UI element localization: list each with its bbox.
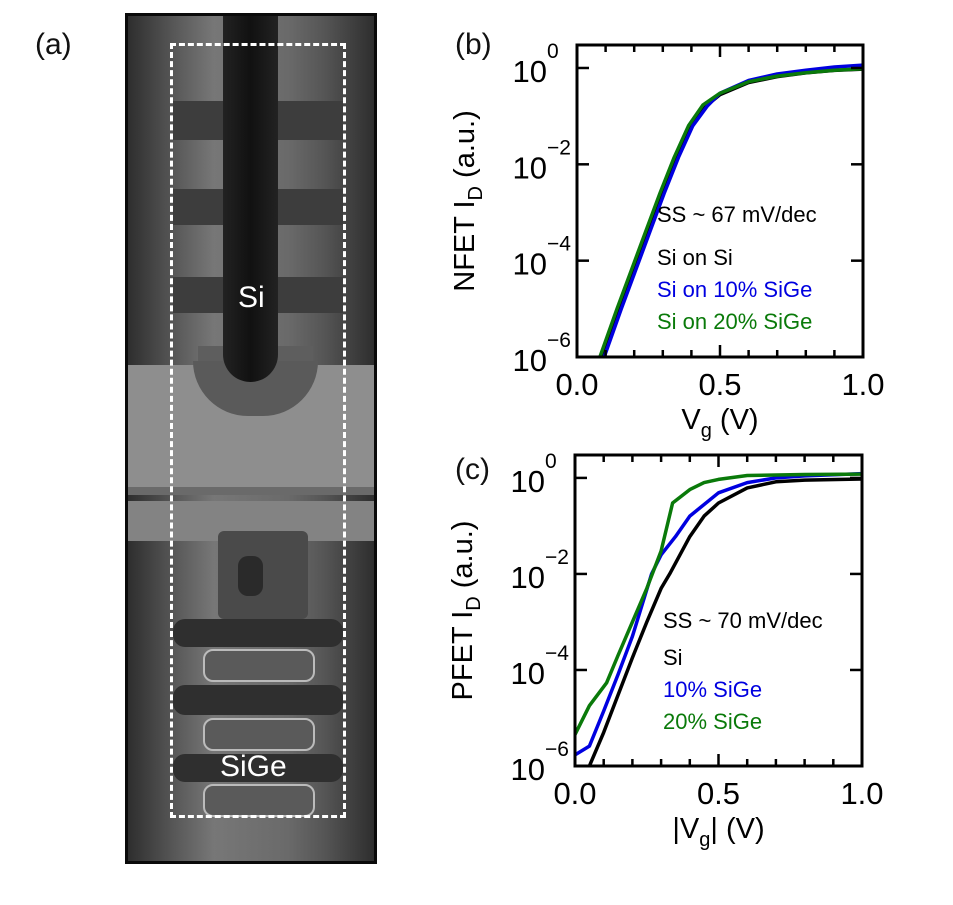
y-tick-label: 10	[513, 343, 547, 378]
y-tick-exponent: 0	[547, 40, 559, 63]
series-line-si-on-20-sige	[598, 67, 863, 357]
y-label-main: PFET I	[447, 611, 479, 701]
x-tick-label: 0.5	[698, 367, 741, 402]
y-tick-exponent: −6	[547, 329, 571, 352]
x-tick-label: 0.5	[697, 776, 740, 811]
y-tick-label: 10	[511, 464, 545, 499]
y-label-tail: (a.u.)	[447, 521, 479, 597]
y-label-main: NFET I	[449, 200, 481, 291]
y-tick-label: 10	[511, 656, 545, 691]
y-tick-label: 10	[513, 150, 547, 185]
panel-a-label: (a)	[35, 28, 72, 61]
legend-entry: Si	[663, 645, 683, 670]
legend-entry: Si on Si	[657, 245, 733, 270]
y-label-tail: (a.u.)	[449, 110, 481, 186]
ss-annotation: SS ~ 67 mV/dec	[657, 202, 817, 227]
y-tick-exponent: −4	[547, 233, 571, 256]
highlight-dashed-box	[170, 43, 346, 818]
ss-annotation: SS ~ 70 mV/dec	[663, 608, 823, 633]
y-tick-label: 10	[511, 560, 545, 595]
x-label-tail: (V)	[712, 404, 759, 436]
y-tick-label: 10	[511, 752, 545, 787]
x-label-sub: g	[701, 420, 712, 442]
x-tick-label: 1.0	[841, 367, 884, 402]
legend-entry: Si on 20% SiGe	[657, 309, 812, 334]
x-label-tail: | (V)	[710, 813, 764, 845]
panel-c-label: (c)	[455, 453, 490, 486]
y-tick-exponent: −4	[545, 642, 569, 665]
panel-b-label: (b)	[455, 28, 492, 61]
series-line-si-on-10-sige	[602, 63, 863, 357]
x-tick-label: 1.0	[840, 776, 883, 811]
region-label-sige: SiGe	[220, 750, 287, 783]
y-label-sub: D	[463, 596, 485, 610]
x-axis-label: |Vg| (V)	[672, 813, 764, 851]
y-axis-label: NFET ID (a.u.)	[449, 110, 487, 292]
y-tick-exponent: −2	[545, 546, 569, 569]
series-line-20-sige	[575, 472, 862, 736]
x-tick-label: 0.0	[555, 367, 598, 402]
y-tick-label: 10	[513, 247, 547, 282]
region-label-si: Si	[238, 281, 265, 314]
series-line-10-sige	[575, 471, 862, 757]
legend-entry: 20% SiGe	[663, 709, 762, 734]
y-tick-label: 10	[513, 54, 547, 89]
legend-entry: Si on 10% SiGe	[657, 277, 812, 302]
tem-micrograph: Si SiGe	[125, 13, 377, 864]
y-tick-exponent: −6	[545, 738, 569, 761]
x-axis-label: Vg (V)	[681, 404, 758, 442]
x-label-sub: g	[699, 829, 710, 851]
y-axis-label: PFET ID (a.u.)	[447, 521, 485, 701]
y-tick-exponent: −2	[547, 136, 571, 159]
legend-entry: 10% SiGe	[663, 677, 762, 702]
x-label-main: V	[681, 404, 701, 436]
series-line-si	[587, 477, 862, 766]
x-tick-label: 0.0	[553, 776, 596, 811]
x-label-main: |V	[672, 813, 700, 845]
y-label-sub: D	[465, 186, 487, 200]
y-tick-exponent: 0	[545, 450, 557, 473]
